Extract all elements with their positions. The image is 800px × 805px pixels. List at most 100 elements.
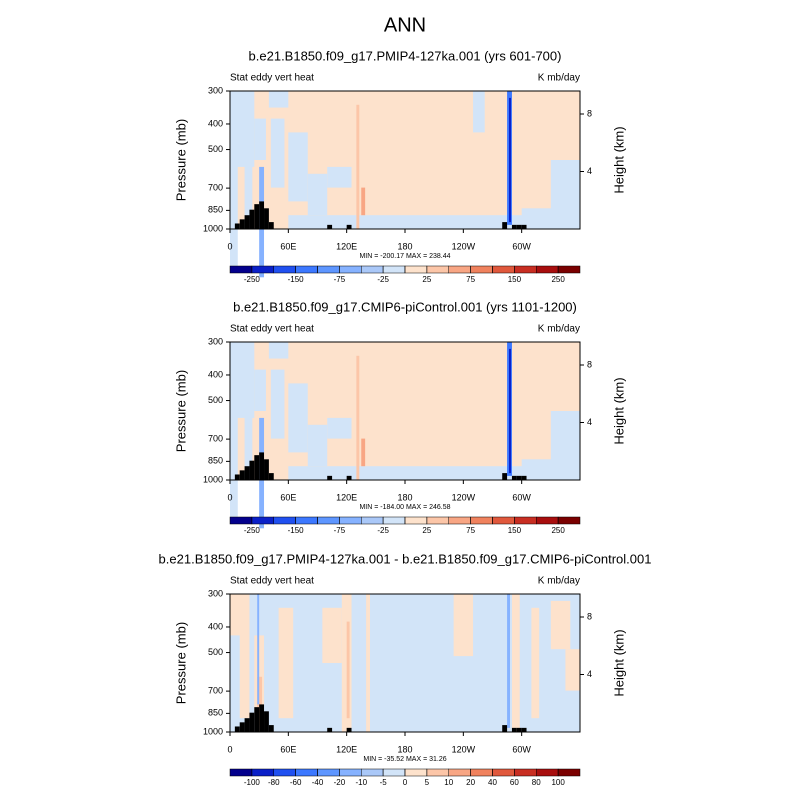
y-axis-label: Pressure (mb) <box>173 622 188 704</box>
topography <box>346 224 352 229</box>
topography <box>327 224 333 229</box>
y-tick-label: 700 <box>208 685 223 695</box>
topography <box>521 224 527 229</box>
contour-fill <box>254 369 266 411</box>
panel: b.e21.B1850.f09_g17.CMIP6-piControl.001 … <box>173 299 626 535</box>
colorbar-box <box>317 265 340 274</box>
y-tick-label: 1000 <box>203 474 223 484</box>
colorbar-box <box>536 516 559 525</box>
colorbar-box <box>339 768 362 777</box>
topography <box>346 727 352 732</box>
colorbar-box <box>514 265 537 274</box>
y2-tick-label: 8 <box>587 611 592 621</box>
contour-fill <box>473 91 485 133</box>
colorbar-box <box>426 768 449 777</box>
topography <box>254 455 260 480</box>
topography <box>244 215 250 229</box>
colorbar-box <box>557 768 581 777</box>
topography <box>254 204 260 229</box>
colorbar-label: 0 <box>403 778 408 787</box>
contour-fill <box>230 160 238 271</box>
contour-fill <box>507 594 510 728</box>
colorbar-label: -250 <box>244 526 261 535</box>
colorbar-box <box>382 265 406 274</box>
colorbar-label: -250 <box>244 275 261 284</box>
contour-fill <box>288 132 308 202</box>
colorbar-box <box>404 516 428 525</box>
topography <box>268 222 274 229</box>
colorbar-box <box>339 265 362 274</box>
colorbar-label: -80 <box>268 778 280 787</box>
contour-fill <box>531 607 540 719</box>
y2-tick-label: 8 <box>587 108 592 118</box>
colorbar-box <box>317 768 340 777</box>
colorbar-box <box>470 516 493 525</box>
colorbar-box <box>295 265 318 274</box>
contour-fill <box>356 104 360 229</box>
contour-fill <box>509 97 511 223</box>
colorbar-box <box>557 265 581 274</box>
right-label: K mb/day <box>538 324 580 335</box>
contour-fill <box>565 649 580 691</box>
colorbar-box <box>536 265 559 274</box>
topography <box>249 460 255 480</box>
colorbar-label: -150 <box>288 526 305 535</box>
colorbar-label: 75 <box>466 275 475 284</box>
contour-fill <box>268 342 289 359</box>
colorbar-label: -25 <box>377 526 389 535</box>
contour-fill <box>511 594 520 732</box>
left-label: Stat eddy vert heat <box>230 324 314 335</box>
y-tick-label: 300 <box>208 588 223 598</box>
colorbar-label: 25 <box>422 275 431 284</box>
topography <box>521 475 527 480</box>
contour-fill <box>366 594 370 732</box>
topography <box>511 727 517 732</box>
contour-fill <box>254 118 266 160</box>
contour-fill <box>270 369 285 439</box>
colorbar-box <box>273 516 296 525</box>
topography <box>244 718 250 732</box>
contour-fill <box>550 600 571 650</box>
colorbar-box <box>404 265 428 274</box>
colorbar-box <box>382 768 406 777</box>
colorbar-label: -75 <box>334 526 346 535</box>
contour-fill <box>244 91 253 229</box>
topography <box>239 219 245 229</box>
topography <box>264 208 269 229</box>
y-tick-label: 500 <box>208 395 223 405</box>
colorbar-box <box>426 265 449 274</box>
stats: MIN = -35.52 MAX = 31.26 <box>363 756 446 763</box>
topography <box>234 726 240 732</box>
x-tick-label: 60W <box>512 241 531 251</box>
x-tick-label: 180 <box>397 492 412 502</box>
colorbar-box <box>448 516 471 525</box>
contour-fill <box>327 166 352 188</box>
topography <box>511 224 517 229</box>
topography <box>249 209 255 229</box>
x-tick-label: 120W <box>452 744 476 754</box>
x-tick-label: 60E <box>280 492 296 502</box>
y-tick-label: 1000 <box>203 223 223 233</box>
colorbar-box <box>251 516 274 525</box>
y2-tick-label: 4 <box>587 166 592 176</box>
contour-fill <box>322 607 342 663</box>
y-tick-label: 850 <box>208 708 223 718</box>
y-tick-label: 400 <box>208 369 223 379</box>
colorbar-label: 80 <box>532 778 541 787</box>
colorbar-box <box>295 516 318 525</box>
topography <box>244 466 250 480</box>
colorbar-box <box>317 516 340 525</box>
panel-title: b.e21.B1850.f09_g17.PMIP4-127ka.001 (yrs… <box>249 48 562 63</box>
colorbar-box <box>273 265 296 274</box>
colorbar-label: 40 <box>488 778 497 787</box>
contour-fill <box>270 118 285 188</box>
x-tick-label: 0 <box>227 241 232 251</box>
y2-tick-label: 8 <box>587 359 592 369</box>
right-label: K mb/day <box>538 576 580 587</box>
contour-fill <box>307 424 328 467</box>
x-tick-label: 0 <box>227 492 232 502</box>
topography <box>249 712 255 732</box>
x-tick-label: 180 <box>397 241 412 251</box>
contour-fill <box>521 459 580 480</box>
